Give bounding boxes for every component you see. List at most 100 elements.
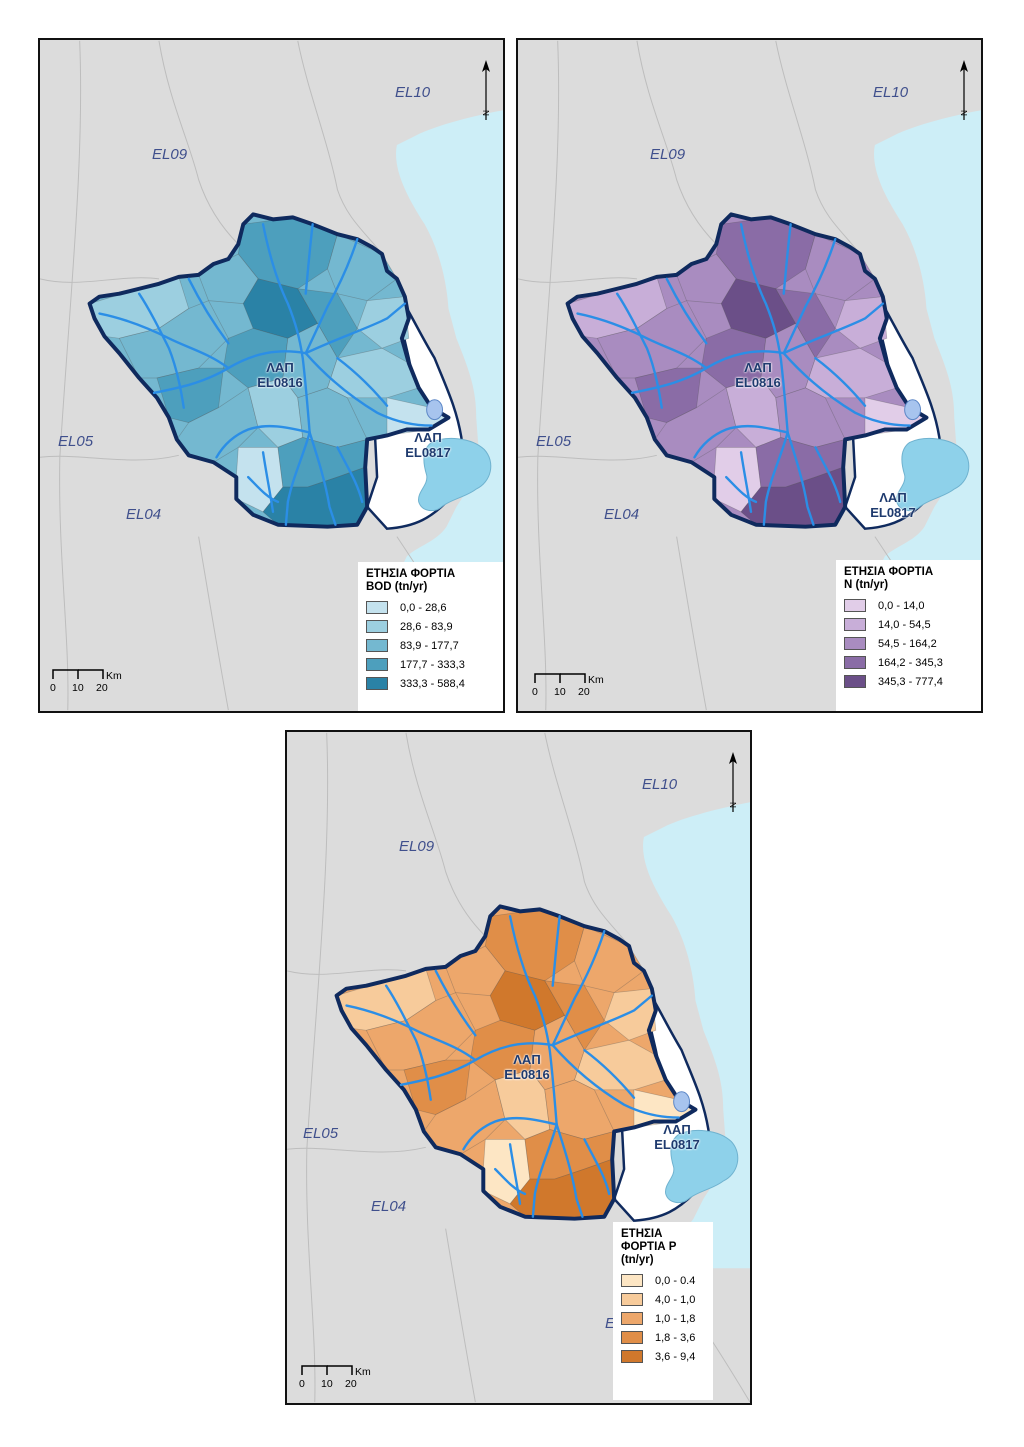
north-letter: N	[482, 110, 491, 116]
legend-label: 1,8 - 3,6	[655, 1331, 696, 1344]
river-line	[551, 994, 654, 1047]
subbasin-patch	[297, 288, 358, 359]
legend-swatch	[621, 1350, 643, 1363]
small-lake	[673, 1091, 691, 1113]
legend-title: ΕΤΗΣΙΑ ΦΟΡΤΙΑ BOD (tn/yr)	[366, 568, 497, 594]
river-line	[782, 237, 837, 355]
river-line	[261, 451, 275, 514]
region-label-el04: EL04	[604, 506, 640, 523]
legend-label: 14,0 - 54,5	[878, 618, 931, 631]
river-line	[725, 475, 758, 504]
river-line	[261, 223, 311, 434]
rbd-label-el0817: ΛΑΠ EL0817	[647, 1122, 707, 1152]
river-line	[434, 969, 477, 1037]
scale-tick-20: 20	[345, 1378, 357, 1390]
rbd-label-el0817-line2: EL0817	[870, 505, 916, 520]
river-line	[739, 223, 789, 434]
legend-title: ΕΤΗΣΙΑ ΦΟΡΤΙΑ N (tn/yr)	[844, 566, 975, 592]
legend-bod: ΕΤΗΣΙΑ ΦΟΡΤΙΑ BOD (tn/yr) 0,0 - 28,6 28,6…	[358, 562, 503, 711]
map-canvas-bod	[40, 40, 503, 711]
north-arrow-icon: N	[960, 60, 969, 120]
river-line	[739, 451, 753, 514]
rbd-label-el0817-line1: ΛΑΠ	[879, 490, 907, 505]
basin-el0816	[87, 212, 451, 529]
scale-tick-10: 10	[554, 686, 566, 698]
river-line	[782, 223, 792, 295]
river-line	[615, 292, 663, 409]
region-label-el09: EL09	[399, 838, 435, 855]
river-network	[345, 915, 691, 1218]
rbd-label-el0817-line2: EL0817	[654, 1137, 700, 1152]
legend-label: 177,7 - 333,3	[400, 658, 465, 671]
legend-swatch	[844, 656, 866, 669]
subbasin-patch	[544, 980, 605, 1051]
scale-tick-10: 10	[72, 682, 84, 694]
legend-label: 0,0 - 14,0	[878, 599, 925, 612]
river-line	[284, 431, 311, 526]
subbasin-patch	[327, 347, 420, 399]
river-line	[782, 302, 885, 355]
legend-label: 1,0 - 1,8	[655, 1312, 696, 1325]
river-line	[665, 277, 708, 345]
scale-bar-icon	[301, 1365, 353, 1375]
river-line	[508, 915, 558, 1126]
legend-swatch	[366, 639, 388, 652]
legend-swatch	[844, 675, 866, 688]
legend-label: 0,0 - 28,6	[400, 601, 447, 614]
scale-tick-0: 0	[299, 1378, 305, 1390]
scale-unit: Km	[588, 674, 604, 686]
river-line	[304, 237, 359, 355]
subbasin-patch	[775, 288, 836, 359]
river-line	[187, 277, 230, 345]
legend-item: 333,3 - 588,4	[366, 674, 497, 693]
legend-item: 28,6 - 83,9	[366, 617, 497, 636]
legend-label: 333,3 - 588,4	[400, 677, 465, 690]
map-panel-p: EL09 EL10 EL05 EL04 E ΛΑΠ EL0816 ΛΑΠ EL0…	[285, 730, 752, 1405]
region-label-el05: EL05	[536, 433, 572, 450]
legend-item: 0,0 - 14,0	[844, 596, 975, 615]
region-label-el04: EL04	[371, 1198, 407, 1215]
legend-label: 54,5 - 164,2	[878, 637, 937, 650]
river-line	[304, 352, 433, 427]
map-canvas-p	[287, 732, 750, 1403]
legend-item: 164,2 - 345,3	[844, 653, 975, 672]
legend-n: ΕΤΗΣΙΑ ΦΟΡΤΙΑ N (tn/yr) 0,0 - 14,0 14,0 -…	[836, 560, 981, 711]
legend-swatch	[621, 1293, 643, 1306]
north-arrow-icon: N	[729, 752, 738, 812]
legend-item: 3,6 - 9,4	[621, 1347, 705, 1366]
legend-title-line: N (tn/yr)	[844, 579, 889, 591]
legend-title-line: BOD (tn/yr)	[366, 581, 428, 593]
river-line	[137, 292, 185, 409]
legend-swatch	[621, 1312, 643, 1325]
map-canvas-n	[518, 40, 981, 711]
legend-item: 345,3 - 777,4	[844, 672, 975, 691]
legend-label: 164,2 - 345,3	[878, 656, 943, 669]
basin-el0816	[565, 212, 929, 529]
admin-boundaries	[518, 40, 981, 711]
rbd-label-el0816-line2: EL0816	[735, 375, 781, 390]
river-line	[782, 352, 911, 427]
basin-el0816	[334, 904, 698, 1221]
scale-tick-0: 0	[50, 682, 56, 694]
river-line	[384, 984, 432, 1101]
river-line	[494, 1167, 527, 1196]
river-line	[583, 1138, 611, 1196]
legend-swatch	[366, 658, 388, 671]
river-line	[814, 356, 867, 407]
legend-p: ΕΤΗΣΙΑ ΦΟΡΤΙΑ P (tn/yr) 0,0 - 0.4 4,0 - 1…	[613, 1222, 713, 1400]
river-line	[762, 431, 789, 526]
river-line	[345, 1004, 477, 1062]
region-label-el05: EL05	[58, 433, 94, 450]
scale-tick-0: 0	[532, 686, 538, 698]
sea-area	[874, 110, 981, 577]
scale-bar-icon	[52, 669, 104, 679]
sea-area	[643, 802, 750, 1269]
river-line	[247, 475, 280, 504]
scale-tick-20: 20	[578, 686, 590, 698]
legend-item: 54,5 - 164,2	[844, 634, 975, 653]
river-line	[215, 424, 311, 459]
scale-bar: Km 0 10 20	[50, 668, 162, 700]
river-line	[576, 312, 708, 370]
river-line	[551, 1044, 680, 1119]
north-arrow-icon: N	[482, 60, 491, 120]
